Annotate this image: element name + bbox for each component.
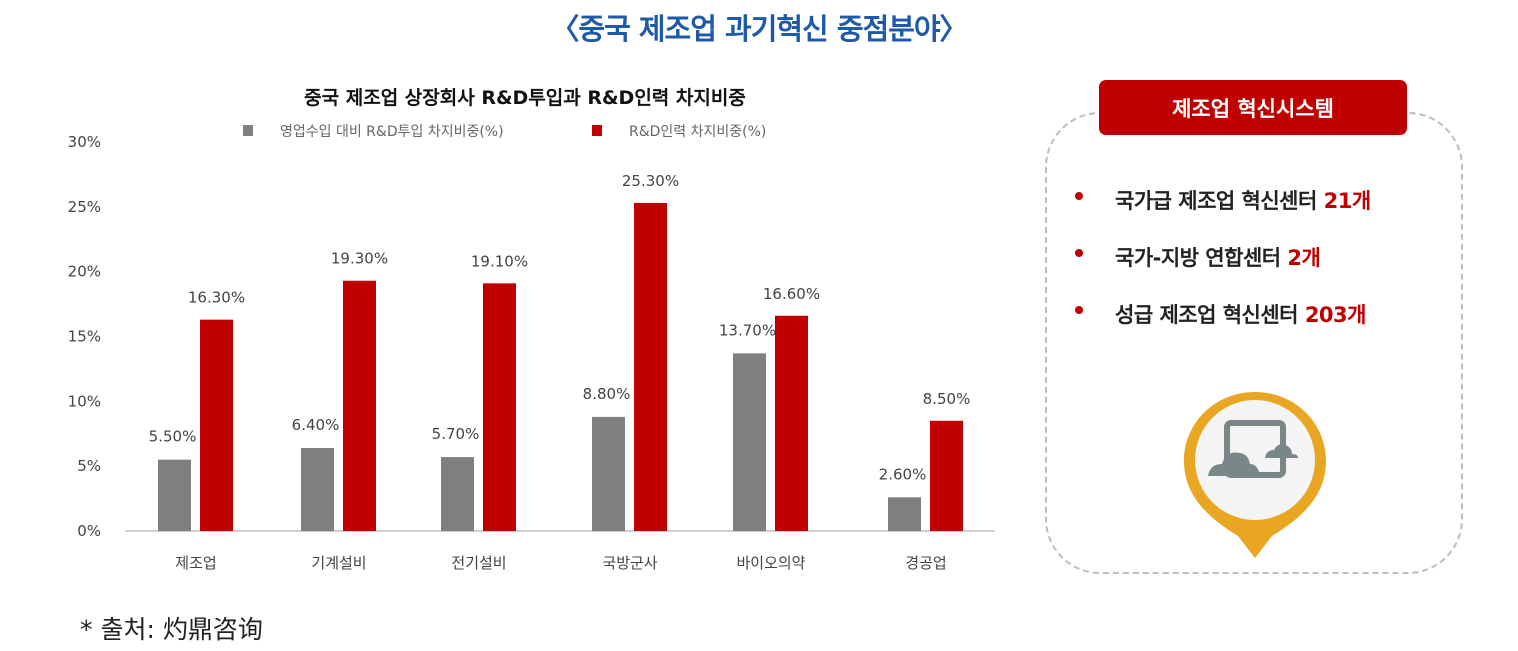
chart-title: 중국 제조업 상장회사 R&D투입과 R&D인력 차지비중 <box>304 87 746 109</box>
data-label: 5.70% <box>432 425 480 443</box>
legend-label: 영업수입 대비 R&D투입 차지비중(%) <box>280 124 504 140</box>
bar <box>158 459 191 531</box>
bar <box>200 319 233 531</box>
x-tick-label: 전기설비 <box>451 554 506 572</box>
data-label: 8.80% <box>583 385 631 403</box>
bullet-icon <box>1075 249 1083 257</box>
item-text: 국가급 제조업 혁신센터 <box>1115 189 1324 213</box>
y-tick-label: 10% <box>68 392 101 410</box>
bullet-icon <box>1075 306 1083 314</box>
bar <box>441 457 474 531</box>
x-tick-label: 국방군사 <box>602 554 657 572</box>
panel-header: 제조업 혁신시스템 <box>1099 80 1407 135</box>
item-text: 국가-지방 연합센터 <box>1115 246 1288 270</box>
legend-label: R&D인력 차지비중(%) <box>629 124 766 140</box>
data-label: 6.40% <box>292 416 340 434</box>
x-tick-label: 경공업 <box>905 554 946 572</box>
y-tick-label: 5% <box>77 457 101 475</box>
panel-list: 국가급 제조업 혁신센터 21개 국가-지방 연합센터 2개 성급 제조업 혁신… <box>1075 185 1371 356</box>
data-label: 19.30% <box>331 250 388 268</box>
bar <box>775 315 808 531</box>
x-tick-label: 기계설비 <box>311 554 366 572</box>
bar <box>592 416 625 531</box>
item-text: 성급 제조업 혁신센터 <box>1115 303 1305 327</box>
bar <box>930 420 963 531</box>
list-item: 성급 제조업 혁신센터 203개 <box>1075 299 1371 356</box>
item-count: 2개 <box>1287 246 1321 270</box>
source-note: * 출처: 灼鼎咨询 <box>80 615 263 644</box>
legend-swatch <box>592 125 602 136</box>
legend-swatch <box>243 125 253 136</box>
bar <box>343 280 376 531</box>
x-tick-label: 제조업 <box>175 554 216 572</box>
data-label: 5.50% <box>149 428 197 446</box>
bar <box>301 448 334 531</box>
bar <box>483 283 516 531</box>
bullet-icon <box>1075 192 1083 200</box>
x-tick-label: 바이오의약 <box>736 554 805 572</box>
data-label: 2.60% <box>879 465 927 483</box>
bar <box>733 353 766 531</box>
y-tick-label: 20% <box>68 263 101 281</box>
data-label: 16.30% <box>188 289 245 307</box>
data-label: 13.70% <box>719 321 776 339</box>
image-pin-icon <box>1184 392 1326 558</box>
y-tick-label: 0% <box>77 522 101 540</box>
y-tick-label: 30% <box>68 133 101 151</box>
list-item: 국가-지방 연합센터 2개 <box>1075 242 1371 299</box>
item-count: 203개 <box>1304 303 1367 327</box>
data-label: 16.60% <box>763 285 820 303</box>
y-tick-label: 15% <box>68 328 101 346</box>
data-label: 8.50% <box>923 390 971 408</box>
data-label: 25.30% <box>622 172 679 190</box>
bar <box>888 497 921 531</box>
y-tick-label: 25% <box>68 198 101 216</box>
list-item: 국가급 제조업 혁신센터 21개 <box>1075 185 1371 242</box>
item-count: 21개 <box>1323 189 1372 213</box>
data-label: 19.10% <box>471 252 528 270</box>
page-title: 〈중국 제조업 과기혁신 중점분야〉 <box>550 12 968 46</box>
bar <box>634 202 667 531</box>
